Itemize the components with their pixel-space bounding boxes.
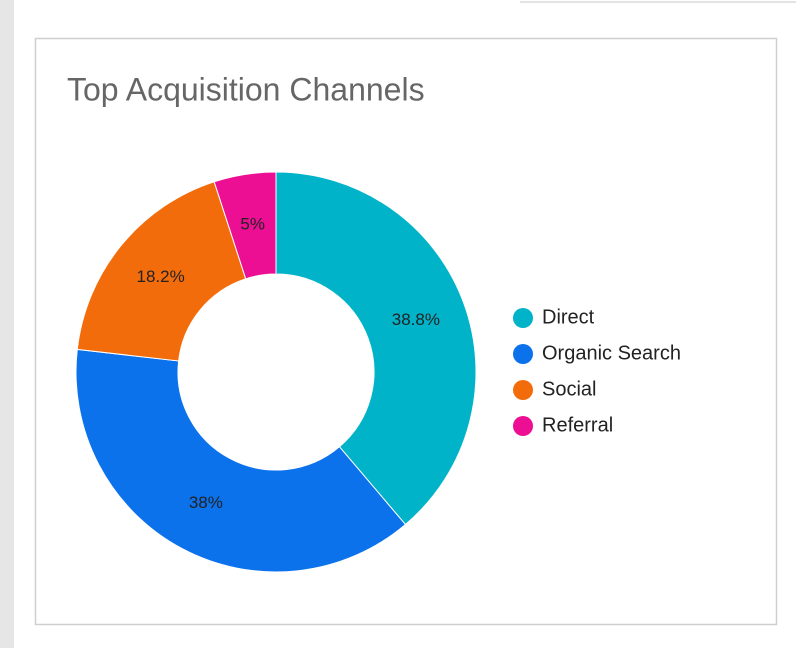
side-strip <box>0 0 14 648</box>
slice-label: 38.8% <box>392 310 440 329</box>
slice <box>76 181 247 362</box>
legend-swatch <box>513 380 533 400</box>
legend-swatch <box>513 416 533 436</box>
legend-label: Direct <box>542 306 595 328</box>
slice-label: 18.2% <box>136 267 184 286</box>
legend-label: Social <box>542 378 596 400</box>
slice <box>75 348 407 573</box>
legend-label: Referral <box>542 414 613 436</box>
slice-label: 38% <box>189 493 223 512</box>
chart-title: Top Acquisition Channels <box>67 71 425 107</box>
legend: Direct Organic Search Social Referral <box>513 306 681 436</box>
slice-label: 5% <box>240 214 265 233</box>
slice <box>213 171 277 280</box>
legend-swatch <box>513 344 533 364</box>
legend-swatch <box>513 308 533 328</box>
legend-label: Organic Search <box>542 342 681 364</box>
donut: 38.8% 38% 18.2% 5% <box>75 171 477 573</box>
slice <box>275 171 477 526</box>
